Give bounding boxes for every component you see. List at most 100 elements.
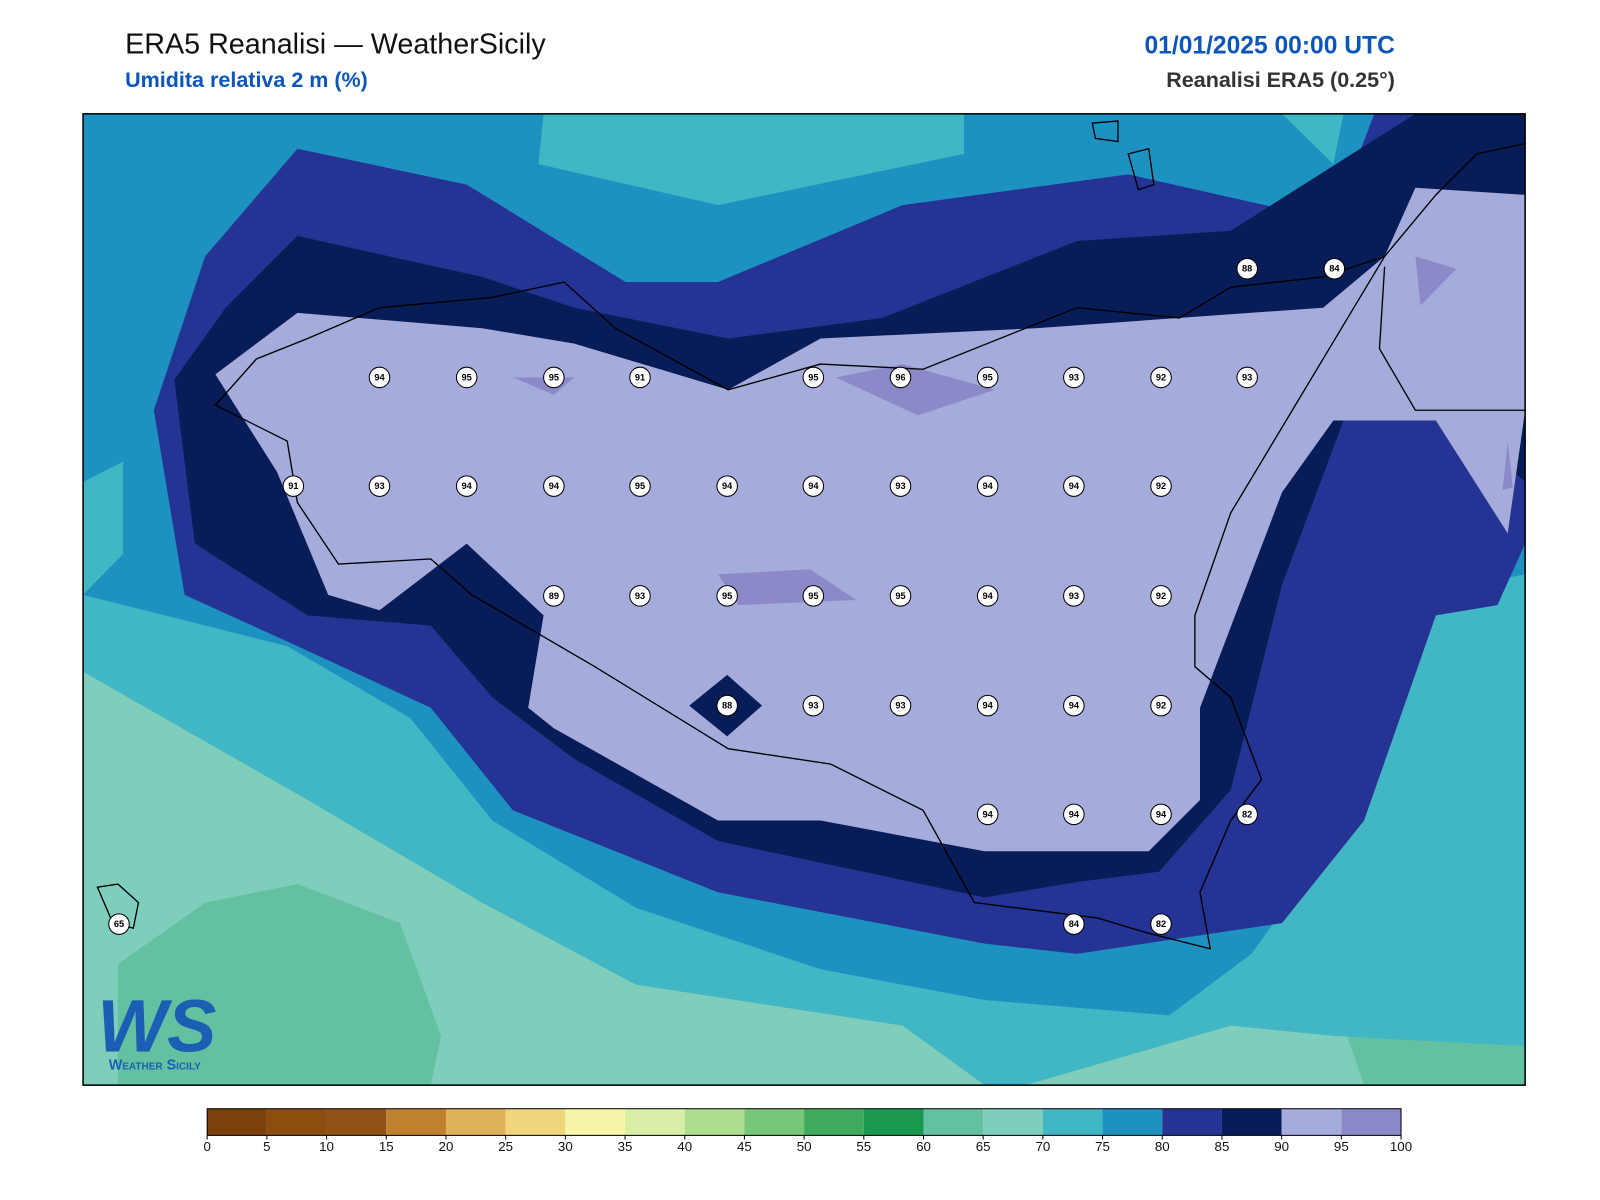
band-90-95 bbox=[215, 187, 1526, 852]
station-value: 95 bbox=[983, 372, 993, 382]
colorbar-swatch bbox=[684, 1108, 745, 1136]
colorbar-swatch bbox=[1162, 1108, 1222, 1136]
station-marker bbox=[802, 585, 825, 607]
station-value: 92 bbox=[1156, 701, 1166, 711]
station-marker bbox=[889, 366, 912, 389]
colorbar-tick-label: 55 bbox=[856, 1139, 871, 1154]
logo: WS Weather Sicily bbox=[97, 984, 216, 1073]
station-marker bbox=[368, 475, 391, 497]
station-marker bbox=[716, 585, 738, 607]
logo-text: Weather Sicily bbox=[109, 1058, 201, 1074]
station-value: 96 bbox=[895, 372, 905, 382]
colorbar-tick-label: 45 bbox=[737, 1139, 752, 1154]
colorbar: 0 5 10 15 20 25 30 35 40 45 50 55 60 65 70 75 80 85 90 95 10… bbox=[203, 1108, 1412, 1154]
colorbar-swatch bbox=[326, 1108, 387, 1136]
station-marker bbox=[543, 475, 565, 497]
logo-mark: WS bbox=[97, 984, 216, 1067]
colorbar-tick-label: 5 bbox=[263, 1139, 270, 1154]
subtitle: Umidita relativa 2 m (%) bbox=[125, 68, 368, 92]
coastline bbox=[214, 142, 1526, 950]
colorbar-swatch bbox=[744, 1108, 805, 1136]
colorbar-tick-label: 70 bbox=[1035, 1139, 1050, 1154]
colorbar-swatch bbox=[863, 1108, 924, 1136]
station-marker bbox=[976, 585, 999, 607]
station-value: 94 bbox=[1156, 809, 1167, 819]
station-marker bbox=[976, 366, 999, 389]
station-marker bbox=[976, 694, 999, 717]
station-value: 94 bbox=[983, 701, 994, 711]
station-marker bbox=[1150, 585, 1172, 607]
station-value: 93 bbox=[1069, 372, 1079, 382]
station-value: 92 bbox=[1156, 591, 1166, 601]
station-marker bbox=[976, 803, 999, 826]
station-value: 94 bbox=[983, 591, 994, 601]
date: 01/01/2025 00:00 UTC bbox=[1144, 32, 1395, 59]
station-marker bbox=[1150, 475, 1172, 497]
station-marker bbox=[716, 694, 738, 717]
colorbar-tick-label: 100 bbox=[1390, 1139, 1412, 1154]
colorbar-swatch bbox=[983, 1108, 1043, 1136]
station-value: 94 bbox=[1069, 481, 1080, 491]
station-marker bbox=[629, 366, 651, 389]
station-marker bbox=[1063, 803, 1085, 826]
station-value: 95 bbox=[635, 481, 645, 491]
station-value: 88 bbox=[722, 701, 732, 711]
station-marker bbox=[1236, 257, 1258, 280]
station-marker bbox=[629, 475, 651, 497]
station-marker bbox=[1150, 366, 1172, 389]
colorbar-swatch bbox=[923, 1108, 984, 1136]
station-value: 94 bbox=[462, 481, 473, 491]
islands bbox=[96, 120, 1155, 930]
colorbar-tick-label: 10 bbox=[319, 1139, 334, 1154]
station-value: 95 bbox=[895, 591, 905, 601]
station-marker bbox=[1150, 913, 1172, 935]
station-value: 92 bbox=[1156, 372, 1166, 382]
colorbar-tick-label: 65 bbox=[976, 1139, 991, 1154]
station-value: 95 bbox=[462, 372, 472, 382]
colorbar-tick-label: 90 bbox=[1274, 1139, 1289, 1154]
colorbar-tick-label: 35 bbox=[618, 1139, 633, 1154]
station-value: 93 bbox=[635, 591, 645, 601]
station-value: 94 bbox=[1069, 809, 1080, 819]
map-frame bbox=[82, 113, 1526, 1086]
station-marker bbox=[889, 475, 912, 497]
colorbar-swatch bbox=[625, 1108, 685, 1136]
station-value: 84 bbox=[1329, 264, 1340, 274]
source: Reanalisi ERA5 (0.25°) bbox=[1166, 68, 1395, 92]
station-value: 94 bbox=[722, 481, 733, 491]
station-marker bbox=[108, 913, 130, 935]
station-marker bbox=[889, 694, 912, 717]
station-value: 65 bbox=[114, 919, 124, 929]
colorbar-swatch bbox=[207, 1108, 267, 1136]
colorbar-tick-label: 15 bbox=[379, 1139, 394, 1154]
station-value: 93 bbox=[1069, 591, 1079, 601]
station-value: 88 bbox=[1242, 264, 1252, 274]
station-marker bbox=[543, 366, 565, 389]
station-value: 89 bbox=[549, 591, 559, 601]
station-marker bbox=[368, 366, 391, 389]
station-marker bbox=[1063, 913, 1085, 935]
station-value: 95 bbox=[549, 372, 559, 382]
title: ERA5 Reanalisi — WeatherSicily bbox=[125, 28, 546, 60]
colorbar-tick-label: 20 bbox=[439, 1139, 454, 1154]
station-marker bbox=[1150, 694, 1172, 717]
station-marker bbox=[1323, 257, 1346, 280]
station-value: 95 bbox=[808, 372, 818, 382]
station-marker bbox=[889, 585, 912, 607]
station-value: 93 bbox=[374, 481, 384, 491]
colorbar-swatch bbox=[266, 1108, 327, 1136]
station-value: 82 bbox=[1156, 919, 1166, 929]
colorbar-tick-label: 95 bbox=[1334, 1139, 1349, 1154]
colorbar-tick-label: 60 bbox=[916, 1139, 931, 1154]
colorbar-swatch bbox=[445, 1108, 506, 1136]
station-value: 94 bbox=[983, 809, 994, 819]
station-marker bbox=[1063, 366, 1085, 389]
colorbar-swatch bbox=[505, 1108, 566, 1136]
station-marker bbox=[1063, 475, 1085, 497]
station-marker bbox=[1063, 585, 1085, 607]
station-marker bbox=[455, 475, 478, 497]
station-value: 94 bbox=[983, 481, 994, 491]
colorbar-tick-label: 80 bbox=[1155, 1139, 1170, 1154]
station-marker bbox=[1150, 803, 1172, 826]
